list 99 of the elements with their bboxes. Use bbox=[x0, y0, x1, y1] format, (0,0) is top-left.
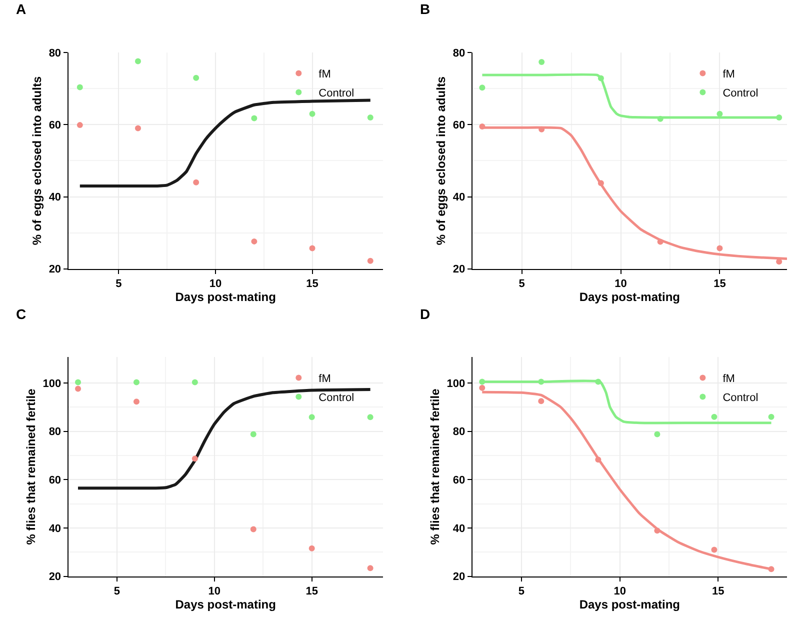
x-axis-title: Days post-mating bbox=[175, 290, 276, 304]
y-tick-label: 80 bbox=[48, 426, 62, 438]
x-tick-label: 10 bbox=[209, 278, 222, 290]
point bbox=[309, 110, 316, 117]
point bbox=[595, 378, 602, 385]
legend-label: fM bbox=[722, 373, 735, 386]
y-tick-label: 40 bbox=[48, 522, 62, 535]
point bbox=[133, 398, 140, 405]
point bbox=[308, 545, 315, 552]
point bbox=[538, 398, 544, 404]
y-axis-title: % flies that remained fertile bbox=[428, 388, 442, 545]
line-series bbox=[78, 98, 372, 188]
point bbox=[716, 245, 723, 252]
x-axis-title: Days post-mating bbox=[579, 290, 680, 304]
y-tick-label: 40 bbox=[452, 522, 466, 535]
y-axis-title: % flies that remained fertile bbox=[24, 388, 38, 545]
y-tick-label: 20 bbox=[452, 571, 466, 584]
point bbox=[711, 546, 718, 553]
point bbox=[598, 75, 604, 82]
point bbox=[657, 116, 664, 122]
point bbox=[367, 565, 374, 572]
point bbox=[250, 431, 256, 438]
point bbox=[768, 566, 774, 572]
x-axis-title: Days post-mating bbox=[579, 598, 680, 612]
x-tick-label: 15 bbox=[306, 278, 318, 290]
legend-label: fM bbox=[722, 68, 735, 81]
point bbox=[367, 258, 374, 264]
point bbox=[595, 456, 602, 463]
y-tick-label: 40 bbox=[452, 192, 466, 204]
point bbox=[654, 528, 660, 534]
point bbox=[479, 84, 486, 91]
legend-label: Control bbox=[318, 392, 354, 404]
point bbox=[657, 238, 664, 245]
point bbox=[479, 378, 486, 385]
point bbox=[76, 122, 83, 128]
point bbox=[251, 238, 258, 244]
point bbox=[308, 414, 315, 420]
point bbox=[538, 126, 545, 132]
x-axis-title: Days post-mating bbox=[175, 598, 276, 612]
x-tick-label: 5 bbox=[518, 586, 525, 598]
line-series bbox=[76, 388, 372, 490]
point bbox=[598, 180, 604, 186]
point bbox=[538, 59, 545, 65]
point bbox=[192, 456, 198, 462]
y-tick-label: 60 bbox=[452, 120, 466, 132]
x-tick-label: 10 bbox=[614, 278, 627, 290]
point bbox=[367, 114, 374, 120]
x-tick-label: 15 bbox=[712, 586, 724, 598]
point bbox=[538, 378, 544, 385]
y-tick-label: 100 bbox=[42, 378, 62, 390]
point bbox=[134, 125, 141, 132]
legend-label: fM bbox=[318, 68, 331, 81]
y-axis-title: % of eggs eclosed into adults bbox=[434, 76, 448, 246]
point bbox=[309, 245, 316, 252]
x-tick-label: 10 bbox=[208, 586, 221, 598]
x-tick-label: 10 bbox=[614, 586, 626, 598]
legend-label: fM bbox=[318, 373, 331, 386]
point bbox=[654, 431, 660, 438]
y-tick-label: 60 bbox=[48, 474, 62, 487]
y-tick-label: 60 bbox=[48, 120, 62, 132]
point bbox=[367, 414, 374, 420]
legend-label: Control bbox=[722, 88, 758, 100]
y-tick-label: 80 bbox=[48, 47, 62, 60]
point bbox=[193, 179, 200, 186]
point bbox=[192, 379, 198, 386]
point bbox=[134, 58, 141, 64]
y-tick-label: 40 bbox=[48, 192, 62, 204]
x-tick-label: 5 bbox=[518, 278, 525, 290]
y-tick-label: 80 bbox=[452, 426, 466, 438]
y-tick-label: 80 bbox=[452, 47, 466, 60]
x-tick-label: 15 bbox=[306, 586, 318, 598]
y-tick-label: 20 bbox=[48, 264, 62, 276]
point bbox=[479, 384, 486, 391]
point bbox=[711, 414, 718, 420]
point bbox=[250, 526, 256, 532]
chart-title: D bbox=[420, 306, 430, 322]
x-tick-label: 5 bbox=[116, 278, 122, 290]
chart-title: A bbox=[16, 1, 26, 17]
point bbox=[716, 110, 723, 117]
point bbox=[776, 114, 782, 120]
point bbox=[479, 124, 486, 130]
point bbox=[768, 414, 774, 420]
y-tick-label: 60 bbox=[452, 474, 466, 487]
legend-label: Control bbox=[318, 88, 354, 100]
chart-title: B bbox=[420, 1, 430, 17]
point bbox=[76, 84, 83, 90]
x-tick-label: 5 bbox=[114, 586, 120, 598]
y-axis-title: % of eggs eclosed into adults bbox=[30, 76, 44, 246]
point bbox=[193, 74, 200, 81]
x-tick-label: 15 bbox=[714, 278, 726, 290]
point bbox=[75, 379, 82, 386]
point bbox=[251, 115, 258, 122]
y-tick-label: 20 bbox=[452, 264, 466, 276]
legend-label: Control bbox=[722, 392, 758, 404]
chart-title: C bbox=[16, 306, 26, 322]
y-tick-label: 20 bbox=[48, 571, 62, 584]
y-tick-label: 100 bbox=[446, 378, 466, 390]
point bbox=[133, 379, 140, 386]
point bbox=[75, 386, 82, 392]
